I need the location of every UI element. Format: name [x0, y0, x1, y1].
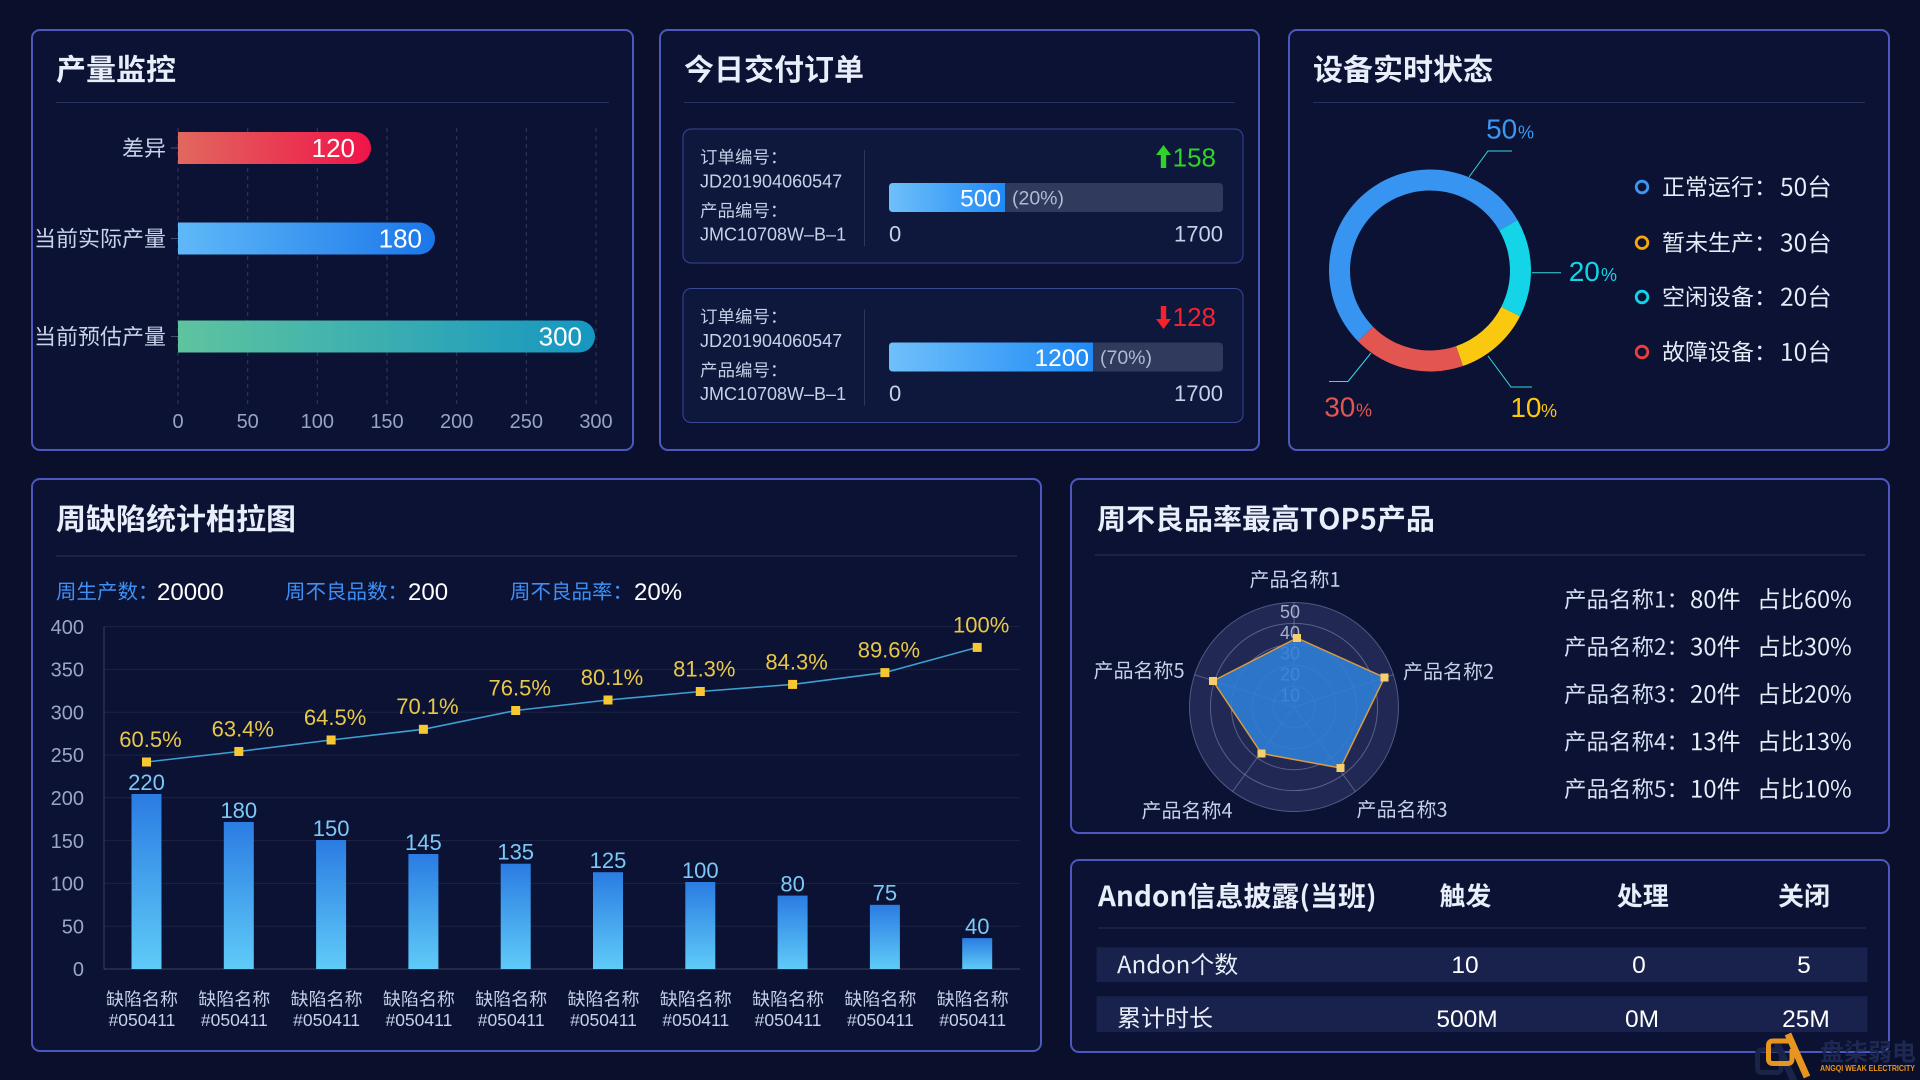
svg-text:64.5%: 64.5%	[304, 705, 366, 730]
svg-text:(20%): (20%)	[1012, 188, 1064, 210]
svg-text:%: %	[1601, 265, 1617, 285]
svg-text:80: 80	[780, 872, 804, 897]
svg-text:300: 300	[579, 411, 612, 433]
svg-text:1700: 1700	[1174, 221, 1223, 246]
svg-text:%: %	[1518, 122, 1534, 142]
svg-text:89.6%: 89.6%	[858, 638, 920, 663]
svg-text:50: 50	[1486, 114, 1517, 145]
svg-text:75: 75	[873, 881, 897, 906]
svg-text:300: 300	[51, 702, 84, 724]
svg-text:0: 0	[889, 221, 901, 246]
svg-text:30: 30	[1324, 392, 1355, 423]
svg-text:0: 0	[73, 959, 84, 981]
svg-text:%: %	[1356, 400, 1372, 420]
svg-text:180: 180	[220, 798, 257, 823]
svg-text:#050411: #050411	[201, 1010, 268, 1030]
svg-text:100%: 100%	[953, 612, 1009, 637]
svg-text:150: 150	[313, 816, 350, 841]
svg-text:#050411: #050411	[109, 1010, 176, 1030]
svg-text:1700: 1700	[1174, 381, 1223, 406]
svg-text:135: 135	[497, 840, 534, 865]
svg-text:25M: 25M	[1782, 1006, 1830, 1033]
svg-text:10: 10	[1451, 952, 1478, 979]
svg-text:158: 158	[1173, 142, 1216, 172]
svg-text:%: %	[1541, 401, 1557, 421]
svg-text:#050411: #050411	[293, 1010, 360, 1030]
svg-text:JD201904060547: JD201904060547	[700, 171, 842, 191]
svg-text:81.3%: 81.3%	[673, 656, 735, 681]
svg-text:50: 50	[237, 411, 259, 433]
svg-text:#050411: #050411	[478, 1010, 545, 1030]
svg-text:125: 125	[590, 848, 627, 873]
svg-text:150: 150	[51, 831, 84, 853]
svg-text:128: 128	[1173, 302, 1216, 332]
svg-text:500: 500	[960, 185, 1001, 212]
svg-text:10: 10	[1510, 392, 1541, 423]
svg-text:50: 50	[1280, 602, 1300, 622]
svg-text:84.3%: 84.3%	[765, 649, 827, 674]
svg-text:50: 50	[62, 916, 84, 938]
svg-text:400: 400	[51, 617, 84, 639]
svg-text:350: 350	[51, 660, 84, 682]
svg-text:250: 250	[510, 411, 543, 433]
svg-text:0M: 0M	[1625, 1006, 1659, 1033]
svg-text:500M: 500M	[1436, 1006, 1497, 1033]
svg-text:100: 100	[682, 858, 719, 883]
svg-text:20: 20	[1569, 256, 1600, 287]
svg-text:145: 145	[405, 830, 442, 855]
svg-text:120: 120	[312, 133, 355, 163]
svg-text:JD201904060547: JD201904060547	[700, 331, 842, 351]
svg-text:70.1%: 70.1%	[396, 694, 458, 719]
svg-text:0: 0	[172, 411, 183, 433]
svg-text:60.5%: 60.5%	[119, 727, 181, 752]
svg-text:180: 180	[379, 223, 422, 253]
svg-text:250: 250	[51, 745, 84, 767]
svg-text:#050411: #050411	[847, 1010, 914, 1030]
svg-text:100: 100	[301, 411, 334, 433]
svg-text:JMC10708W–B–1: JMC10708W–B–1	[700, 224, 846, 244]
svg-text:#050411: #050411	[385, 1010, 452, 1030]
svg-text:ANGQI WEAK ELECTRICITY: ANGQI WEAK ELECTRICITY	[1820, 1064, 1916, 1073]
svg-text:200: 200	[51, 788, 84, 810]
svg-text:76.5%: 76.5%	[489, 675, 551, 700]
svg-text:(70%): (70%)	[1100, 347, 1152, 369]
svg-text:5: 5	[1797, 952, 1811, 979]
svg-text:0: 0	[889, 381, 901, 406]
svg-text:20%: 20%	[634, 579, 682, 606]
svg-text:#050411: #050411	[939, 1010, 1006, 1030]
svg-text:40: 40	[965, 914, 989, 939]
svg-text:300: 300	[539, 321, 582, 351]
svg-text:1200: 1200	[1034, 345, 1089, 372]
svg-text:JMC10708W–B–1: JMC10708W–B–1	[700, 384, 846, 404]
svg-text:#050411: #050411	[570, 1010, 637, 1030]
svg-text:200: 200	[408, 579, 448, 606]
svg-text:200: 200	[440, 411, 473, 433]
svg-text:20000: 20000	[157, 579, 224, 606]
svg-text:150: 150	[370, 411, 403, 433]
svg-text:63.4%: 63.4%	[212, 716, 274, 741]
svg-text:100: 100	[51, 874, 84, 896]
svg-text:0: 0	[1632, 952, 1646, 979]
svg-text:80.1%: 80.1%	[581, 665, 643, 690]
svg-text:220: 220	[128, 770, 165, 795]
svg-text:#050411: #050411	[755, 1010, 822, 1030]
svg-text:#050411: #050411	[662, 1010, 729, 1030]
